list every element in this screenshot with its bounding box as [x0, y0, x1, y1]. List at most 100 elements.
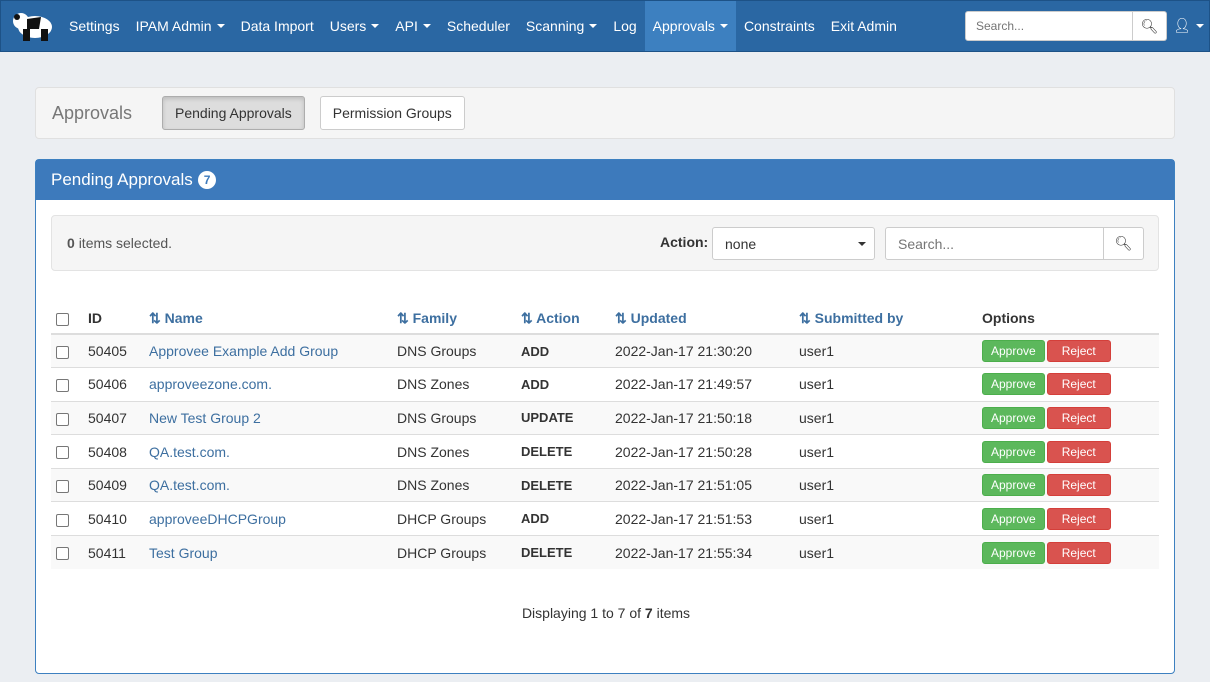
id-cell: 50409	[83, 467, 144, 502]
family-cell: DHCP Groups	[392, 501, 516, 536]
action-cell: ADD	[516, 333, 610, 368]
action-cell: DELETE	[516, 535, 610, 570]
select-all-checkbox[interactable]	[56, 312, 69, 326]
id-cell: 50405	[83, 333, 144, 368]
nav-item-constraints[interactable]: Constraints	[743, 18, 815, 34]
search-icon: 🔍︎	[1114, 235, 1133, 251]
reject-button[interactable]: Reject	[1046, 541, 1111, 564]
nav-item-data-import[interactable]: Data Import	[240, 18, 314, 34]
approve-button[interactable]: Approve	[982, 373, 1045, 396]
nav-item-scanning[interactable]: Scanning	[518, 1, 605, 51]
panel-title: Pending Approvals	[51, 170, 193, 189]
id-cell: 50406	[83, 367, 144, 402]
reject-button[interactable]: Reject	[1046, 440, 1111, 463]
submitted-by-cell: user1	[794, 535, 977, 570]
nav-item-api[interactable]: API	[387, 1, 439, 51]
reject-button[interactable]: Reject	[1046, 373, 1111, 396]
row-checkbox[interactable]	[56, 379, 69, 393]
reject-button[interactable]: Reject	[1046, 474, 1111, 497]
column-header-family[interactable]: ⇅ Family	[392, 303, 516, 335]
row-checkbox[interactable]	[56, 547, 69, 561]
approvals-table: ID ⇅ Name ⇅ Family ⇅ Action ⇅ Updated ⇅ Submi…	[51, 303, 1159, 570]
family-cell: DNS Zones	[392, 467, 516, 502]
pending-approvals-panel: Pending Approvals 7 0 items selected. Act…	[35, 159, 1175, 674]
submitted-by-cell: user1	[794, 400, 977, 435]
pagination-info: Displaying 1 to 7 of 7 items	[521, 605, 691, 621]
table-search-input[interactable]	[885, 227, 1104, 260]
nav-item-settings[interactable]: Settings	[69, 18, 120, 34]
navbar-search-input[interactable]	[965, 11, 1133, 41]
chevron-down-icon	[719, 24, 728, 28]
submitted-by-cell: user1	[794, 467, 977, 502]
name-link[interactable]: QA.test.com.	[149, 443, 230, 460]
reject-button[interactable]: Reject	[1046, 507, 1111, 530]
nav-item-ipam-admin[interactable]: IPAM Admin	[128, 1, 233, 51]
column-header-options: Options	[977, 303, 1159, 335]
action-cell: ADD	[516, 501, 610, 536]
chevron-down-icon	[216, 24, 225, 28]
column-header-action[interactable]: ⇅ Action	[516, 303, 610, 335]
name-link[interactable]: approveeDHCPGroup	[149, 510, 286, 527]
sort-icon: ⇅	[521, 309, 537, 326]
nav-item-approvals[interactable]: Approvals	[644, 1, 736, 51]
column-header-updated[interactable]: ⇅ Updated	[610, 303, 794, 335]
section-title: Approvals	[52, 102, 133, 123]
approve-button[interactable]: Approve	[982, 440, 1045, 463]
name-link[interactable]: New Test Group 2	[149, 409, 261, 426]
pending-approvals-button[interactable]: Pending Approvals	[162, 96, 305, 130]
sort-icon: ⇅	[799, 309, 815, 326]
user-menu[interactable]: 👤︎	[1173, 17, 1204, 34]
updated-cell: 2022-Jan-17 21:51:53	[610, 501, 794, 536]
nav-item-scheduler[interactable]: Scheduler	[446, 18, 510, 34]
approve-button[interactable]: Approve	[982, 340, 1045, 363]
row-checkbox[interactable]	[56, 446, 69, 460]
row-checkbox[interactable]	[56, 479, 69, 493]
table-row: 50406 approveezone.com. DNS Zones ADD 20…	[51, 367, 1159, 402]
logo-icon[interactable]	[5, 6, 61, 46]
name-link[interactable]: Test Group	[149, 544, 218, 561]
nav-item-exit-admin[interactable]: Exit Admin	[830, 18, 897, 34]
updated-cell: 2022-Jan-17 21:50:18	[610, 400, 794, 435]
top-navbar: Settings IPAM Admin Data Import Users API Sch…	[0, 0, 1210, 52]
updated-cell: 2022-Jan-17 21:51:05	[610, 467, 794, 502]
action-cell: DELETE	[516, 434, 610, 469]
column-header-submitted-by[interactable]: ⇅ Submitted by	[794, 303, 977, 335]
chevron-down-icon	[422, 24, 431, 28]
action-cell: DELETE	[516, 467, 610, 502]
chevron-down-icon	[858, 242, 866, 246]
permission-groups-button[interactable]: Permission Groups	[319, 96, 465, 130]
action-cell: ADD	[516, 367, 610, 402]
reject-button[interactable]: Reject	[1046, 340, 1111, 363]
submitted-by-cell: user1	[794, 367, 977, 402]
approve-button[interactable]: Approve	[982, 541, 1045, 564]
action-select[interactable]: none	[712, 227, 875, 260]
family-cell: DHCP Groups	[392, 535, 516, 570]
selection-status: 0 items selected.	[67, 235, 173, 251]
count-badge: 7	[197, 171, 217, 189]
sort-icon: ⇅	[397, 309, 413, 326]
approve-button[interactable]: Approve	[982, 507, 1045, 530]
id-cell: 50408	[83, 434, 144, 469]
row-checkbox[interactable]	[56, 345, 69, 359]
panel-header: Pending Approvals 7	[36, 160, 1174, 200]
table-search-button[interactable]: 🔍︎	[1104, 227, 1144, 260]
row-checkbox[interactable]	[56, 513, 69, 527]
sort-icon: ⇅	[615, 309, 631, 326]
id-cell: 50411	[83, 535, 144, 570]
nav-item-users[interactable]: Users	[322, 1, 388, 51]
column-header-name[interactable]: ⇅ Name	[144, 303, 392, 335]
reject-button[interactable]: Reject	[1046, 406, 1111, 429]
nav-item-log[interactable]: Log	[613, 18, 637, 34]
approve-button[interactable]: Approve	[982, 474, 1045, 497]
name-link[interactable]: Approvee Example Add Group	[149, 343, 339, 360]
family-cell: DNS Zones	[392, 434, 516, 469]
table-row: 50410 approveeDHCPGroup DHCP Groups ADD …	[51, 501, 1159, 536]
search-button[interactable]: 🔍︎	[1133, 11, 1167, 41]
chevron-down-icon	[589, 24, 598, 28]
table-row: 50408 QA.test.com. DNS Zones DELETE 2022…	[51, 434, 1159, 469]
row-checkbox[interactable]	[56, 412, 69, 426]
table-row: 50405 Approvee Example Add Group DNS Gro…	[51, 333, 1159, 368]
name-link[interactable]: QA.test.com.	[149, 477, 230, 494]
name-link[interactable]: approveezone.com.	[149, 376, 272, 393]
approve-button[interactable]: Approve	[982, 406, 1045, 429]
